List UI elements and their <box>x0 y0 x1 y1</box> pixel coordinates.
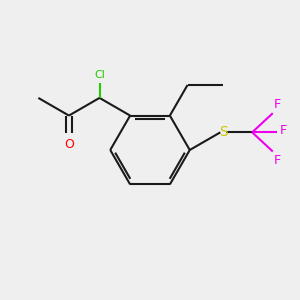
Text: O: O <box>64 138 74 151</box>
Text: Cl: Cl <box>94 70 105 80</box>
Text: F: F <box>274 154 281 167</box>
Text: F: F <box>280 124 287 137</box>
Text: F: F <box>274 98 281 111</box>
Text: S: S <box>219 125 228 139</box>
